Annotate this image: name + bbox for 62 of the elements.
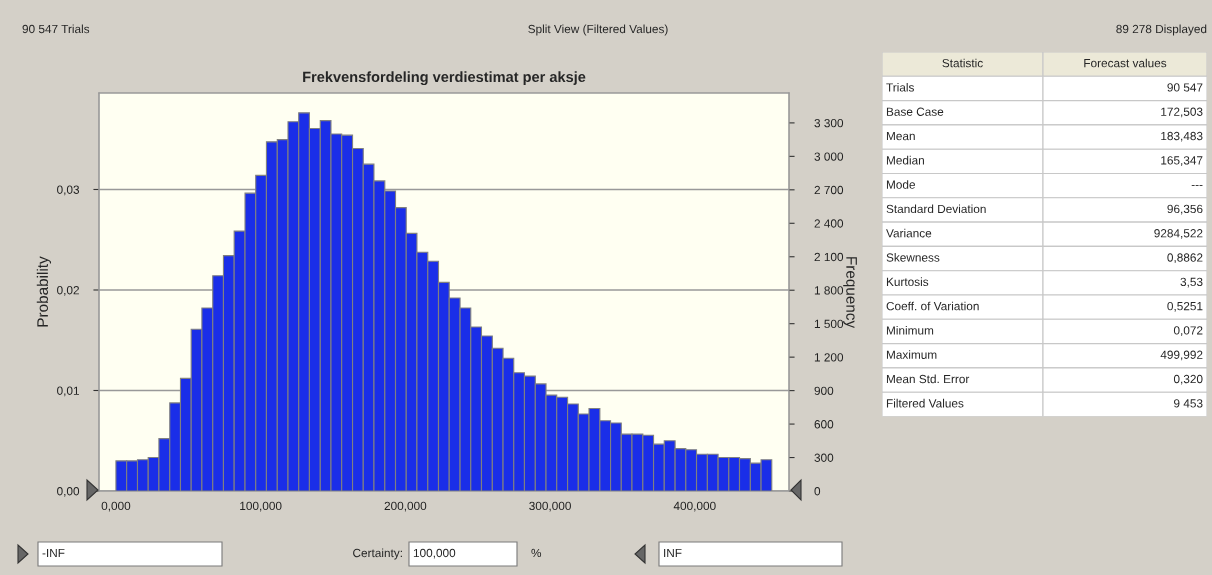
text: Standard Deviation xyxy=(886,204,986,214)
text: Split View (Filtered Values) xyxy=(528,24,668,36)
x-tick-label: 0,000 xyxy=(101,501,131,512)
y2-tick-label: 2 700 xyxy=(814,185,844,195)
text: Filtered Values xyxy=(886,398,964,408)
text: --- xyxy=(1191,185,1203,187)
text: Trials xyxy=(886,82,914,92)
y-tick-label: 0,01 xyxy=(57,386,79,397)
x-tick-label: 200,000 xyxy=(384,501,427,512)
text: INF xyxy=(664,548,682,558)
text: 3,53 xyxy=(1180,277,1203,288)
y2-tick-label: 0 xyxy=(814,487,821,496)
text: Skewness xyxy=(886,253,940,262)
text: Certainty: xyxy=(353,548,402,560)
text: % xyxy=(531,548,542,558)
text: Mean xyxy=(886,131,915,141)
text: 9 453 xyxy=(1174,399,1203,408)
y2-tick-label: 2 400 xyxy=(814,219,844,228)
text: -INF xyxy=(42,548,65,558)
x-tick-label: 100,000 xyxy=(240,501,282,512)
y2-tick-label: 300 xyxy=(814,453,834,462)
text: Forecast values xyxy=(1084,58,1167,68)
y-axis-title: Probability xyxy=(36,256,52,327)
y2-tick-label: 900 xyxy=(814,386,834,395)
text: 90 547 xyxy=(1167,83,1203,92)
text: 96,356 xyxy=(1167,204,1203,215)
y2-tick-label: 1 500 xyxy=(814,319,844,329)
text: Coeff. of Variation xyxy=(886,301,979,311)
y-tick-label: 0,02 xyxy=(57,286,79,296)
text: Base Case xyxy=(886,107,944,116)
text: 0,072 xyxy=(1173,326,1203,337)
text: Variance xyxy=(886,228,932,238)
text: Maximum xyxy=(886,350,937,359)
y-tick-label: 0,00 xyxy=(57,487,80,497)
y2-axis-title: Frequency xyxy=(843,257,857,329)
y2-tick-label: 1 800 xyxy=(814,286,844,295)
y2-tick-label: 3 000 xyxy=(814,152,844,161)
text: 0,8862 xyxy=(1167,253,1203,264)
text: 0,5251 xyxy=(1167,301,1203,312)
y2-tick-label: 1 200 xyxy=(814,353,844,362)
text: 165,347 xyxy=(1161,156,1203,166)
y2-tick-label: 2 100 xyxy=(814,252,844,262)
text: Mean Std. Error xyxy=(886,374,970,384)
x-tick-label: 400,000 xyxy=(673,501,716,512)
text: 9284,522 xyxy=(1154,229,1203,239)
text: Median xyxy=(886,155,924,165)
text: Mode xyxy=(886,180,916,189)
text: Kurtosis xyxy=(886,277,929,287)
text: 499,992 xyxy=(1160,350,1203,361)
chart-title: Frekvensfordeling verdiestimat per aksje xyxy=(303,71,586,85)
y-tick-label: 0,03 xyxy=(57,185,80,196)
text: Minimum xyxy=(886,325,934,335)
text: 183,483 xyxy=(1161,131,1203,142)
text: 100,000 xyxy=(413,548,456,559)
y2-tick-label: 3 300 xyxy=(814,118,844,128)
text: 90 547 Trials xyxy=(22,24,90,34)
text: 0,320 xyxy=(1173,374,1203,385)
text: Statistic xyxy=(942,58,983,68)
x-tick-label: 300,000 xyxy=(529,501,571,512)
text: 172,503 xyxy=(1161,107,1203,118)
text: 89 278 Displayed xyxy=(1116,24,1207,36)
y2-tick-label: 600 xyxy=(814,420,834,429)
